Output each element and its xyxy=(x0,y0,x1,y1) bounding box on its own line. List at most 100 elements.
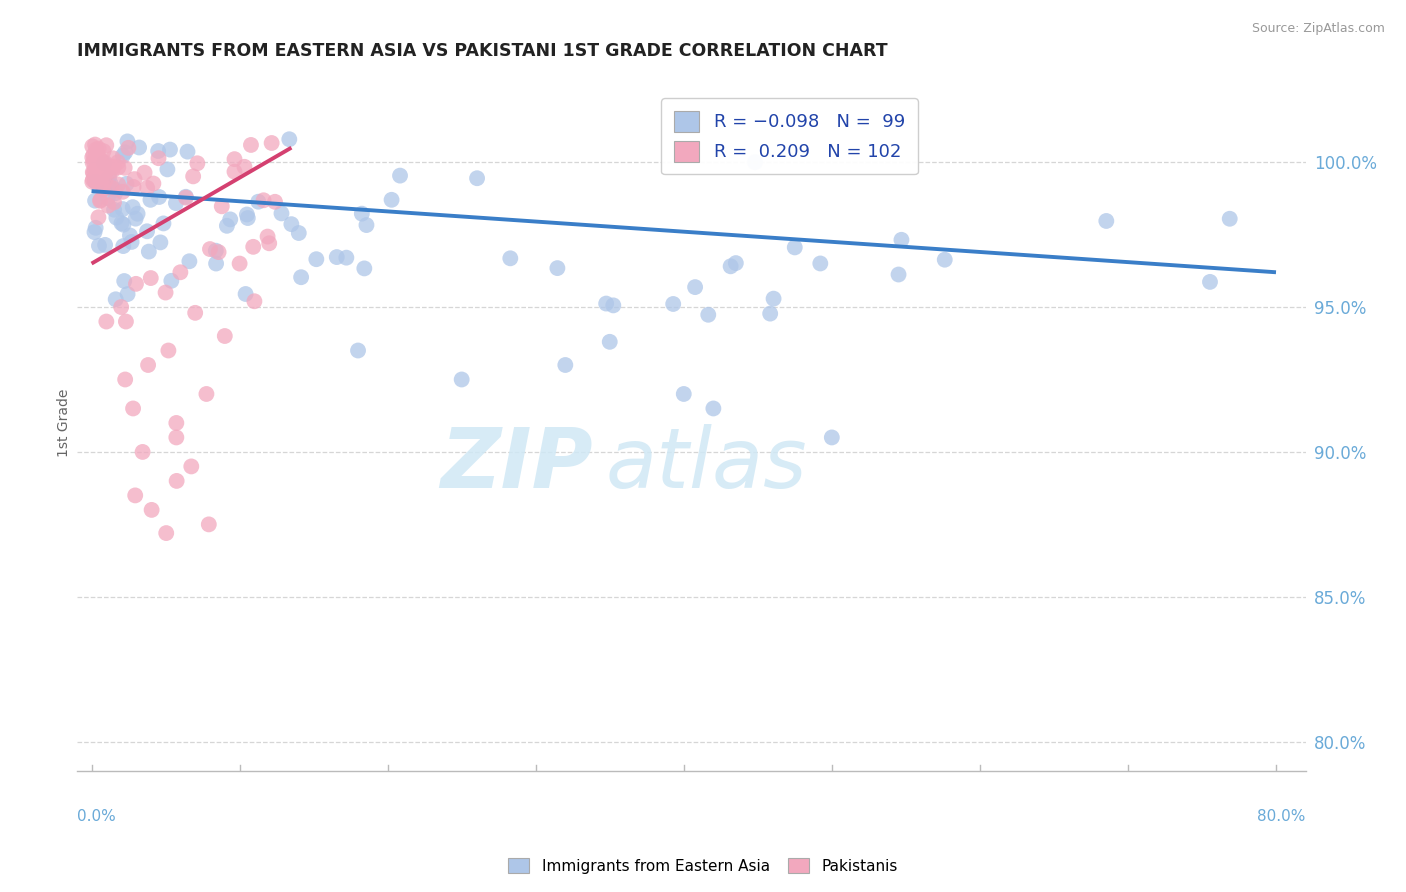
Point xyxy=(783,240,806,254)
Point xyxy=(215,219,238,233)
Point xyxy=(465,171,488,186)
Point xyxy=(380,193,402,207)
Point xyxy=(128,140,150,154)
Text: atlas: atlas xyxy=(605,425,807,505)
Text: Source: ZipAtlas.com: Source: ZipAtlas.com xyxy=(1251,22,1385,36)
Point xyxy=(90,170,112,185)
Point xyxy=(104,186,127,201)
Point xyxy=(82,156,104,170)
Point xyxy=(136,358,159,372)
Point xyxy=(101,163,124,178)
Point xyxy=(288,226,311,240)
Point xyxy=(136,181,159,195)
Point xyxy=(94,174,117,188)
Point xyxy=(224,164,246,178)
Point xyxy=(152,216,174,230)
Point xyxy=(82,165,104,179)
Point xyxy=(602,298,624,312)
Point xyxy=(697,308,720,322)
Point xyxy=(103,160,125,174)
Point xyxy=(260,136,283,150)
Point xyxy=(82,166,104,180)
Point xyxy=(112,274,135,288)
Point xyxy=(89,194,111,208)
Point xyxy=(118,228,141,243)
Point xyxy=(280,217,302,231)
Point xyxy=(82,139,104,153)
Point xyxy=(759,307,782,321)
Point xyxy=(112,239,135,253)
Point xyxy=(124,488,146,502)
Point xyxy=(103,195,125,210)
Point xyxy=(87,148,110,162)
Point xyxy=(270,206,292,220)
Text: IMMIGRANTS FROM EASTERN ASIA VS PAKISTANI 1ST GRADE CORRELATION CHART: IMMIGRANTS FROM EASTERN ASIA VS PAKISTAN… xyxy=(77,42,887,60)
Point xyxy=(148,190,170,204)
Point xyxy=(138,244,160,259)
Point xyxy=(100,181,122,195)
Legend: R = −0.098   N =  99, R =  0.209   N = 102: R = −0.098 N = 99, R = 0.209 N = 102 xyxy=(661,98,918,174)
Point xyxy=(87,153,110,167)
Point xyxy=(97,177,120,191)
Point xyxy=(139,271,162,285)
Point xyxy=(205,256,228,270)
Point xyxy=(702,401,724,416)
Point xyxy=(93,175,115,189)
Point xyxy=(127,207,149,221)
Text: ZIP: ZIP xyxy=(440,425,593,505)
Point xyxy=(389,169,412,183)
Point xyxy=(236,211,259,225)
Point xyxy=(672,387,695,401)
Point xyxy=(180,459,202,474)
Point xyxy=(450,372,472,386)
Point xyxy=(87,211,110,225)
Point xyxy=(87,239,110,253)
Point xyxy=(176,145,198,159)
Point xyxy=(114,161,136,175)
Point xyxy=(808,256,831,270)
Point xyxy=(207,245,229,260)
Point xyxy=(100,178,122,192)
Point xyxy=(160,274,183,288)
Point xyxy=(84,175,107,189)
Point xyxy=(290,270,312,285)
Point xyxy=(83,225,105,239)
Point xyxy=(155,285,177,300)
Point xyxy=(155,526,177,541)
Point xyxy=(499,252,522,266)
Point xyxy=(148,151,170,165)
Point xyxy=(554,358,576,372)
Point xyxy=(90,168,112,182)
Point xyxy=(165,416,187,430)
Point xyxy=(257,236,280,251)
Point xyxy=(121,235,143,249)
Point xyxy=(103,202,125,217)
Point xyxy=(890,233,912,247)
Point xyxy=(683,280,706,294)
Point xyxy=(82,148,104,162)
Point xyxy=(110,300,132,314)
Point xyxy=(599,334,621,349)
Point xyxy=(1219,211,1241,226)
Point xyxy=(91,168,114,182)
Point xyxy=(83,173,105,187)
Point xyxy=(114,145,136,160)
Point xyxy=(97,162,120,177)
Point xyxy=(117,141,139,155)
Point xyxy=(1095,214,1118,228)
Point xyxy=(353,261,375,276)
Point xyxy=(224,152,246,166)
Point xyxy=(101,151,124,165)
Point xyxy=(84,168,107,182)
Point xyxy=(595,296,617,310)
Point xyxy=(236,207,259,221)
Point xyxy=(214,329,236,343)
Point xyxy=(887,268,910,282)
Point xyxy=(87,142,110,156)
Point xyxy=(243,294,266,309)
Point xyxy=(98,170,121,185)
Point xyxy=(211,199,233,213)
Point xyxy=(181,169,204,184)
Point xyxy=(83,164,105,178)
Point xyxy=(115,177,138,191)
